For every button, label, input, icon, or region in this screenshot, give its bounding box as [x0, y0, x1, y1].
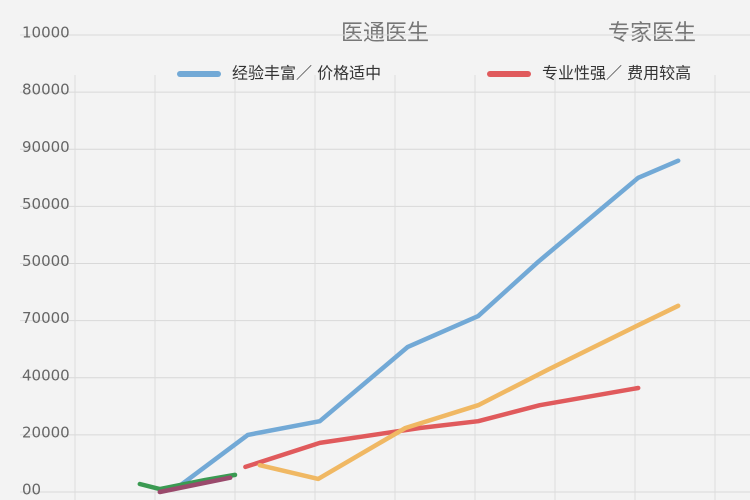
series-line — [243, 385, 641, 470]
y-tick-label: 80000 — [22, 81, 70, 99]
series-line — [257, 303, 681, 482]
y-tick-label: 70000 — [22, 309, 70, 327]
y-tick-label: 50000 — [22, 195, 70, 213]
y-tick-label: 00 — [22, 481, 41, 499]
y-tick-label: 40000 — [22, 366, 70, 384]
header: 专家医生 — [608, 21, 696, 46]
legend-label: 经验丰富／ 价格适中 — [232, 64, 381, 83]
y-tick-label: 20000 — [22, 423, 70, 441]
y-tick-label: 10000 — [22, 24, 70, 42]
y-tick-label: 90000 — [22, 138, 70, 156]
series-line — [157, 475, 233, 495]
series-line — [175, 158, 681, 490]
header: 医通医生 — [341, 21, 429, 46]
legend-label: 专业性强／ 费用较高 — [542, 64, 691, 83]
y-tick-label: 50000 — [22, 252, 70, 270]
